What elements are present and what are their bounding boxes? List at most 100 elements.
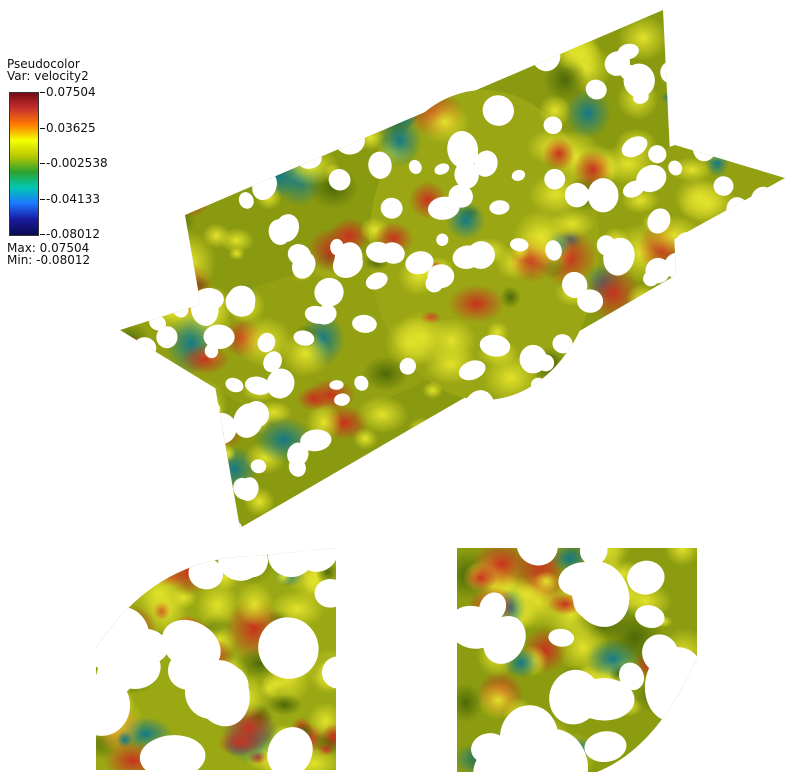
field-blob [362,356,409,392]
pore-hole [352,70,379,99]
pore-hole [184,506,204,528]
field-blob [702,104,732,139]
pore-hole [653,357,684,390]
field-blob [727,317,785,355]
pore-hole [553,431,586,466]
pore-hole [708,33,738,69]
pore-hole [419,508,435,525]
field-blob [181,415,208,435]
field-blob [459,482,486,499]
pore-hole [708,119,722,131]
pore-hole [360,10,392,33]
field-blob [329,490,381,528]
pore-hole [128,176,158,212]
pore-hole [237,75,259,98]
field-blob [685,29,721,67]
pore-hole [96,674,131,736]
pore-hole [419,10,448,27]
pore-hole [300,429,332,452]
field-blob [714,449,748,477]
pore-hole [120,391,150,426]
pore-hole [652,370,682,392]
field-blob [626,283,659,315]
pore-hole [537,354,555,372]
pore-hole [127,185,145,199]
field-blob [542,137,575,171]
field-blob [533,570,560,593]
pore-hole [164,264,194,295]
field-blob [728,283,785,351]
legend-tick-min: -0.08012 [40,228,100,240]
pore-hole [267,727,313,770]
field-blob [123,16,148,42]
pore-hole [511,169,526,181]
pore-hole [727,240,755,269]
pore-hole [267,548,315,578]
pore-hole [619,662,645,691]
pore-hole [481,466,508,498]
pore-hole [543,116,563,135]
pore-hole [502,724,538,753]
pore-hole [293,10,324,13]
pore-hole [305,111,327,131]
pore-hole [426,64,453,84]
field-blob [685,413,746,456]
field-blob [705,149,729,178]
pore-hole [295,0,327,7]
field-blob [226,53,282,95]
pore-hole [468,465,498,492]
field-blob [200,414,220,430]
field-blob [736,86,755,98]
field-blob [326,507,349,528]
pore-hole [683,327,701,346]
field-blob [272,30,329,66]
field-blob [142,491,175,512]
field-blob [137,548,177,567]
pore-hole [743,261,770,282]
pore-hole [522,464,548,488]
field-blob [179,511,197,528]
pore-hole [690,119,720,148]
pore-hole [737,460,759,487]
field-blob [683,422,719,450]
pore-hole [139,735,206,770]
pore-hole [703,316,732,349]
pore-hole [399,357,416,375]
field-blob [120,468,170,515]
pore-hole [577,289,604,313]
pore-hole [252,90,271,109]
pore-hole [134,455,159,480]
pore-hole [445,456,465,473]
pore-hole [250,459,267,474]
pore-hole [238,192,254,209]
pore-hole [386,447,402,459]
field-blob [142,474,186,508]
pore-hole [471,733,508,764]
field-blob [177,379,228,430]
field-blob [498,459,528,480]
pore-hole [596,537,630,540]
pore-hole [405,251,434,275]
pore-hole [310,497,341,528]
field-blob [218,227,255,253]
pore-hole [155,10,178,27]
pore-hole [245,376,272,395]
pore-hole [617,43,639,60]
pore-hole [175,457,196,474]
pore-hole [285,10,318,27]
field-blob [665,382,711,410]
pore-hole [591,189,607,204]
pore-hole [149,225,169,247]
field-blob [703,408,730,425]
pore-hole [434,163,450,175]
pore-hole [238,158,260,183]
field-blob [649,495,683,526]
field-blob [208,71,261,113]
field-blob [266,693,303,716]
pore-hole [152,424,177,447]
pore-hole [143,359,162,378]
pore-hole [166,372,184,394]
pore-hole [330,238,344,256]
field-blob [471,548,532,589]
pseudocolor-legend: Pseudocolor Var: velocity2 0.07504 0.036… [7,58,167,278]
